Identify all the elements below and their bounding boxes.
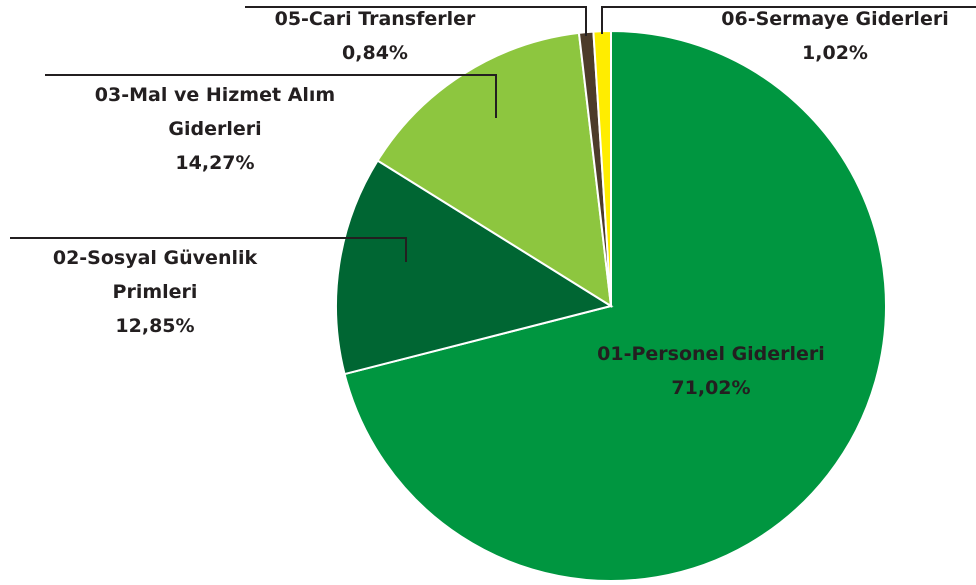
pie-slice <box>376 31 613 308</box>
value-label: 71,02% <box>671 377 751 399</box>
value-label: 14,27% <box>175 152 255 174</box>
leader-line <box>45 74 497 118</box>
category-label: 03-Mal ve Hizmet Alım Giderleri <box>94 84 336 140</box>
category-label: 06-Sermaye Giderleri <box>721 8 949 30</box>
slice-label: 06-Sermaye Giderleri 1,02% <box>685 2 976 70</box>
category-label: 02-Sosyal Güvenlik Primleri <box>52 247 258 303</box>
slices <box>335 29 887 582</box>
category-label: 01-Personel Giderleri <box>597 343 825 365</box>
pie-slice <box>343 29 887 582</box>
slice-label: 02-Sosyal Güvenlik Primleri 12,85% <box>20 241 290 343</box>
value-label: 12,85% <box>115 315 195 337</box>
leader-line <box>245 6 587 36</box>
slice-label: 05-Cari Transferler 0,84% <box>215 2 535 70</box>
value-label: 1,02% <box>802 42 868 64</box>
slice-label: 01-Personel Giderleri 71,02% <box>531 337 891 405</box>
leader-line <box>10 237 407 262</box>
slice-label: 03-Mal ve Hizmet Alım Giderleri 14,27% <box>60 78 370 180</box>
leader-line <box>601 6 976 34</box>
value-label: 0,84% <box>342 42 408 64</box>
leader-lines <box>10 6 976 262</box>
pie-slice <box>335 159 614 376</box>
category-label: 05-Cari Transferler <box>274 8 476 30</box>
